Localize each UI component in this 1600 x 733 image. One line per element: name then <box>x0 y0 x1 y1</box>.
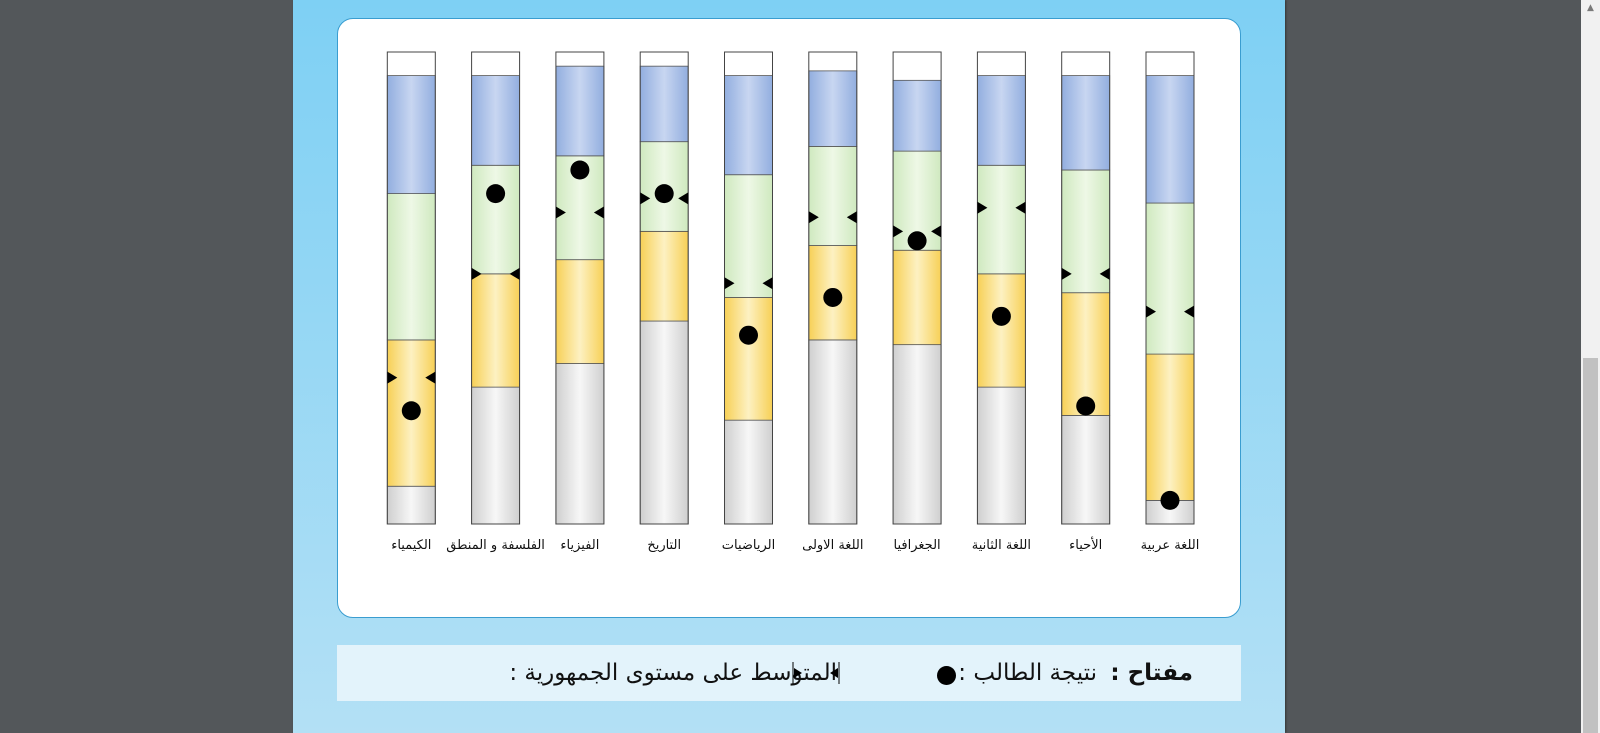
band-segment <box>892 249 942 346</box>
band-segment <box>808 70 858 147</box>
band-segment <box>977 273 1026 388</box>
key-average-label: المتوسط على مستوى الجمهورية : <box>509 660 837 686</box>
band-segment <box>639 65 689 143</box>
national-average-marker-left <box>387 371 398 384</box>
national-average-marker-right <box>678 192 689 205</box>
category-label: الأحياء <box>1069 536 1102 553</box>
national-average-marker-left <box>724 277 735 290</box>
band-segment <box>1145 75 1195 204</box>
student-result-dot <box>1076 396 1096 416</box>
bar-outline <box>1145 51 1195 525</box>
category-label: الجغرافيا <box>894 538 941 553</box>
bar-outline <box>555 51 605 525</box>
student-result-dot <box>1160 490 1180 510</box>
national-average-marker-left <box>1146 305 1156 318</box>
band-segment <box>555 65 605 157</box>
band-segment <box>471 386 521 525</box>
bar-outline <box>386 51 436 525</box>
band-segment <box>555 259 605 364</box>
national-average-marker-right <box>846 211 857 224</box>
bar-outline <box>1061 51 1111 525</box>
band-segment <box>1145 202 1195 355</box>
national-average-marker-left <box>471 267 482 280</box>
band-segment <box>471 273 521 388</box>
band-segment <box>1061 75 1111 171</box>
national-average-marker-icon <box>792 662 840 684</box>
chart-panel: اللغة عربية الأحياء اللغة الثانية الجغرافيا… <box>337 18 1241 618</box>
key-title: مفتاح : <box>1110 660 1193 686</box>
chart-key: مفتاح : نتيجة الطالب : المتوسط على مستوى… <box>337 645 1241 701</box>
student-result-dot <box>401 401 421 421</box>
student-result-dot <box>823 287 843 307</box>
bar-outline <box>976 51 1026 525</box>
national-average-marker-left <box>977 201 988 214</box>
student-result-dot <box>486 184 506 204</box>
band-segment <box>386 193 436 341</box>
band-segment <box>724 419 773 525</box>
national-average-marker-right <box>1099 267 1110 280</box>
category-label: الكيمياء <box>391 538 431 553</box>
key-student-label: نتيجة الطالب : <box>958 660 1097 686</box>
student-result-dot-icon <box>937 666 956 685</box>
national-average-marker-left <box>640 192 651 205</box>
student-result-dot <box>907 231 927 251</box>
band-segment <box>555 363 605 525</box>
student-result-dot <box>991 306 1011 326</box>
band-segment <box>1061 415 1111 525</box>
band-segment <box>639 230 689 322</box>
band-segment <box>639 320 689 525</box>
band-segment <box>386 75 436 194</box>
vertical-scrollbar[interactable]: ▲ <box>1581 0 1600 733</box>
band-segment <box>808 146 858 246</box>
category-label: الفلسفة و المنطق <box>446 538 545 553</box>
national-average-marker-right <box>1015 201 1026 214</box>
category-label: التاريخ <box>647 538 681 553</box>
band-segment <box>1145 353 1195 501</box>
band-segment <box>977 386 1026 525</box>
scroll-up-icon[interactable]: ▲ <box>1587 3 1594 13</box>
scrollbar-thumb[interactable] <box>1583 358 1598 733</box>
category-label: اللغة الثانية <box>972 538 1031 553</box>
category-label: اللغة عربية <box>1141 538 1200 553</box>
band-segment <box>386 485 436 525</box>
national-average-marker-right <box>509 267 520 280</box>
student-result-dot <box>570 160 590 180</box>
national-average-marker-left <box>555 206 566 219</box>
national-average-marker-right <box>762 277 773 290</box>
band-segment <box>724 174 773 298</box>
national-average-marker-left <box>808 211 819 224</box>
category-label: الفيزياء <box>560 538 599 553</box>
national-average-marker-right <box>931 225 942 238</box>
band-segment <box>724 75 773 176</box>
national-average-marker-right <box>593 206 604 219</box>
bar-outline <box>639 51 689 525</box>
national-average-marker-right <box>425 371 436 384</box>
band-segment <box>892 344 942 525</box>
band-segment <box>471 75 521 166</box>
national-average-marker-right <box>1184 305 1194 318</box>
category-label: اللغة الاولى <box>802 538 863 553</box>
band-segment <box>892 79 942 152</box>
band-segment <box>977 164 1026 275</box>
national-average-marker-left <box>893 225 904 238</box>
band-segment <box>977 75 1026 166</box>
bar-outline <box>892 51 942 525</box>
student-result-dot <box>739 325 758 345</box>
bar-outline <box>808 51 858 525</box>
band-segment <box>808 339 858 525</box>
national-average-marker-left <box>1061 267 1072 280</box>
category-label: الرياضيات <box>722 538 776 553</box>
bar-outline <box>471 51 521 525</box>
band-segment <box>471 164 521 275</box>
results-chart: اللغة عربية الأحياء اللغة الثانية الجغرافيا… <box>386 51 1200 553</box>
band-segment <box>724 297 773 421</box>
student-result-dot <box>654 184 674 204</box>
